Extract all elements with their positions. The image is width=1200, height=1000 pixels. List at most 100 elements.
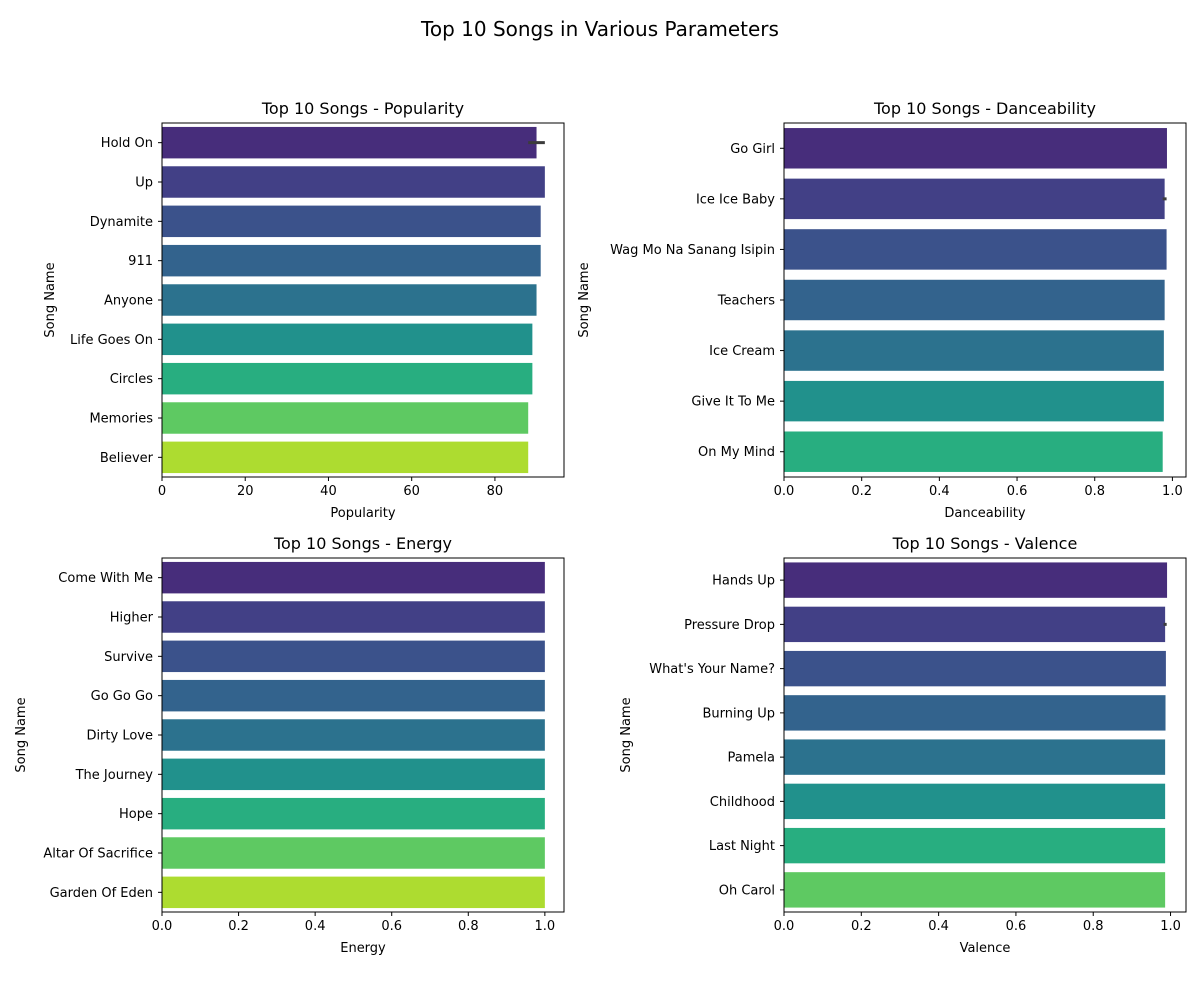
y-tick-label: Hold On xyxy=(101,136,153,151)
bar-2-3 xyxy=(784,229,1167,270)
bar-4-5 xyxy=(784,739,1166,775)
bar-3-3 xyxy=(162,640,545,673)
x-tick-label: 60 xyxy=(403,484,420,499)
x-tick-label: 0.8 xyxy=(1084,484,1105,499)
y-axis-label: Song Name xyxy=(43,262,58,337)
x-tick-label: 0.6 xyxy=(1006,919,1027,934)
bar-1-5 xyxy=(162,284,537,316)
y-tick-label: Go Go Go xyxy=(91,689,153,704)
y-tick-label: Give It To Me xyxy=(691,395,775,410)
bar-2-2 xyxy=(784,178,1165,220)
y-tick-label: Wag Mo Na Sanang Isipin xyxy=(610,243,775,258)
y-tick-label: Anyone xyxy=(104,294,153,309)
subplot-3: Come With Me Higher Survive Go Go Go Dirty L… xyxy=(14,534,565,956)
axes-frame xyxy=(161,122,565,478)
bar-2-5 xyxy=(784,330,1164,371)
x-tick-label: 0.0 xyxy=(774,919,795,934)
x-tick-label: 0.2 xyxy=(851,484,872,499)
subplot-2: Go Girl Ice Ice Baby Wag Mo Na Sanang Isip… xyxy=(577,99,1187,521)
y-tick-label: Last Night xyxy=(709,839,775,854)
x-axis-label: Energy xyxy=(340,941,386,956)
x-tick-label: 80 xyxy=(487,484,504,499)
subplot-4: Hands Up Pressure Drop What's Your Name? Bu… xyxy=(619,534,1187,956)
y-tick-label: Come With Me xyxy=(58,571,153,586)
y-tick-label: 911 xyxy=(128,254,153,269)
y-tick-label: Believer xyxy=(100,451,154,466)
bar-1-8 xyxy=(162,402,529,434)
x-tick-label: 0.6 xyxy=(381,919,402,934)
x-axis-label: Danceability xyxy=(944,506,1026,521)
y-tick-label: Up xyxy=(135,176,153,191)
x-tick-label: 0.2 xyxy=(228,919,249,934)
bar-2-6 xyxy=(784,380,1164,422)
x-tick-label: 0.6 xyxy=(1007,484,1028,499)
y-tick-label: Higher xyxy=(110,611,154,626)
bar-3-4 xyxy=(162,679,545,712)
y-tick-label: Circles xyxy=(110,372,154,387)
x-tick-label: 0.4 xyxy=(928,919,949,934)
x-tick-label: 20 xyxy=(237,484,254,499)
bar-4-3 xyxy=(784,650,1166,687)
bar-1-3 xyxy=(162,205,541,238)
y-tick-label: Dynamite xyxy=(90,215,153,230)
bar-3-5 xyxy=(162,719,545,751)
x-tick-label: 0.0 xyxy=(152,919,173,934)
bar-1-1 xyxy=(162,126,537,159)
y-tick-label: Life Goes On xyxy=(70,333,153,348)
bar-3-8 xyxy=(162,837,545,869)
bar-3-6 xyxy=(162,758,545,791)
axes-frame xyxy=(783,557,1187,913)
bar-4-1 xyxy=(784,562,1168,598)
figure-title: Top 10 Songs in Various Parameters xyxy=(420,17,779,41)
y-tick-label: Garden Of Eden xyxy=(50,886,153,901)
y-tick-label: Ice Ice Baby xyxy=(696,192,775,207)
bar-3-1 xyxy=(162,561,545,594)
y-tick-label: Survive xyxy=(104,650,153,665)
bar-2-7 xyxy=(784,431,1163,472)
y-tick-label: The Journey xyxy=(75,768,154,783)
charts-container: Hold On Up Dynamite 911 Anyone Life Goes On Ci… xyxy=(14,99,1187,956)
x-tick-label: 1.0 xyxy=(535,919,556,934)
subplot-title: Top 10 Songs - Valence xyxy=(892,534,1078,553)
subplot-1: Hold On Up Dynamite 911 Anyone Life Goes On Ci… xyxy=(43,99,565,521)
y-tick-label: Memories xyxy=(89,412,153,427)
bar-2-4 xyxy=(784,279,1165,321)
y-tick-label: Pressure Drop xyxy=(684,618,775,633)
x-tick-label: 0 xyxy=(158,484,166,499)
x-tick-label: 0.8 xyxy=(458,919,479,934)
axes-frame xyxy=(783,122,1187,478)
x-tick-label: 1.0 xyxy=(1160,919,1181,934)
x-tick-label: 0.4 xyxy=(929,484,950,499)
y-tick-label: What's Your Name? xyxy=(649,662,775,677)
x-tick-label: 40 xyxy=(320,484,337,499)
subplot-title: Top 10 Songs - Popularity xyxy=(261,99,464,118)
bar-1-7 xyxy=(162,362,533,395)
y-tick-label: Dirty Love xyxy=(86,729,153,744)
y-axis-label: Song Name xyxy=(14,697,29,772)
y-tick-label: Pamela xyxy=(728,751,775,766)
bar-1-2 xyxy=(162,166,545,198)
y-tick-label: Ice Cream xyxy=(709,344,775,359)
y-tick-label: On My Mind xyxy=(698,445,775,460)
y-tick-label: Hope xyxy=(119,807,153,822)
bar-4-6 xyxy=(784,783,1166,820)
bar-1-4 xyxy=(162,244,541,277)
x-tick-label: 0.0 xyxy=(774,484,795,499)
subplot-title: Top 10 Songs - Danceability xyxy=(873,99,1096,118)
y-tick-label: Oh Carol xyxy=(719,883,775,898)
x-axis-label: Popularity xyxy=(330,506,395,521)
bar-4-4 xyxy=(784,695,1166,731)
bar-3-7 xyxy=(162,797,545,830)
y-tick-label: Altar Of Sacrifice xyxy=(43,847,153,862)
bar-2-1 xyxy=(784,128,1167,169)
x-tick-label: 1.0 xyxy=(1162,484,1183,499)
y-tick-label: Childhood xyxy=(710,795,775,810)
bar-4-2 xyxy=(784,606,1166,643)
subplot-title: Top 10 Songs - Energy xyxy=(273,534,452,553)
axes-frame xyxy=(161,557,565,913)
y-tick-label: Teachers xyxy=(717,294,775,309)
bar-4-7 xyxy=(784,827,1166,864)
x-tick-label: 0.8 xyxy=(1083,919,1104,934)
y-axis-label: Song Name xyxy=(619,697,634,772)
